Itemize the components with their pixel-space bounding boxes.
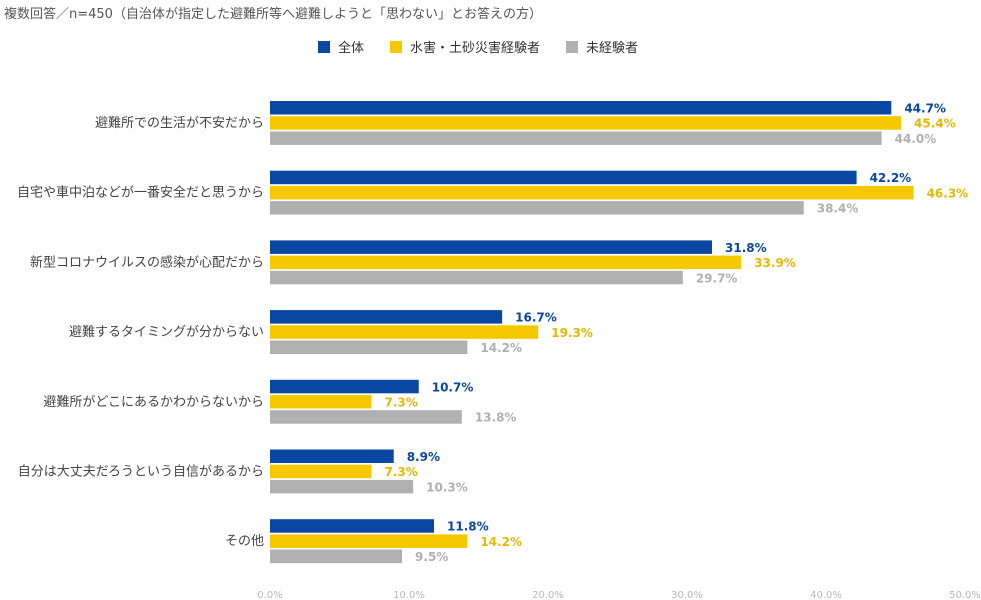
category-label: 自宅や車中泊などが一番安全だと思うから <box>17 185 264 201</box>
bar-all <box>270 449 394 463</box>
data-label-inexperienced: 9.5% <box>415 550 448 564</box>
data-label-all: 31.8% <box>725 241 767 255</box>
category-label: 自分は大丈夫だろうという自信があるから <box>18 464 264 479</box>
x-tick-label: 20.0% <box>532 590 564 600</box>
chart-subtitle: 複数回答／n=450（自治体が指定した避難所等へ避難しようと「思わない」とお答え… <box>4 7 542 22</box>
category-label: 避難するタイミングが分からない <box>69 325 264 340</box>
legend-item-experienced: 水害・土砂災害経験者 <box>390 37 540 56</box>
data-label-all: 10.7% <box>432 380 474 394</box>
bar-all <box>270 240 713 254</box>
legend-label-experienced: 水害・土砂災害経験者 <box>410 41 541 56</box>
data-label-experienced: 7.3% <box>384 465 417 479</box>
category-label: 新型コロナウイルスの感染が心配だから <box>30 254 264 270</box>
data-label-experienced: 7.3% <box>384 396 417 410</box>
x-tick-label: 10.0% <box>393 590 425 600</box>
data-label-all: 16.7% <box>515 311 557 325</box>
data-label-experienced: 46.3% <box>927 186 969 200</box>
bar-inexperienced <box>270 549 403 564</box>
x-tick-label: 0.0% <box>257 590 282 600</box>
bar-experienced <box>270 116 902 130</box>
x-tick-label: 40.0% <box>810 590 842 600</box>
data-label-experienced: 45.4% <box>914 117 956 131</box>
bar-experienced <box>270 534 468 548</box>
bar-inexperienced <box>270 270 683 285</box>
category-label: その他 <box>225 534 264 549</box>
x-tick-label: 50.0% <box>949 590 981 600</box>
bar-all <box>270 170 857 185</box>
legend-label-all: 全体 <box>338 41 365 56</box>
data-label-experienced: 19.3% <box>551 326 593 340</box>
chart-legend: 全体 水害・土砂災害経験者 未経験者 <box>318 37 664 56</box>
data-label-inexperienced: 38.4% <box>817 202 859 216</box>
bar-experienced <box>270 464 372 479</box>
bar-experienced <box>270 325 539 339</box>
data-label-inexperienced: 44.0% <box>895 132 937 146</box>
bar-inexperienced <box>270 410 462 424</box>
bar-experienced <box>270 255 742 270</box>
legend-label-inexperienced: 未経験者 <box>586 41 639 56</box>
legend-swatch-all <box>318 40 330 53</box>
legend-swatch-experienced <box>390 40 403 53</box>
bar-inexperienced <box>270 479 414 494</box>
bar-all <box>270 519 435 533</box>
bar-all <box>270 310 503 324</box>
bar-all <box>270 379 419 394</box>
data-label-all: 11.8% <box>447 520 489 534</box>
bar-experienced <box>270 185 914 200</box>
data-label-all: 8.9% <box>407 450 440 464</box>
legend-item-inexperienced: 未経験者 <box>566 37 638 56</box>
data-label-experienced: 14.2% <box>480 535 522 549</box>
bar-inexperienced <box>270 131 882 145</box>
legend-item-all: 全体 <box>318 37 364 56</box>
x-tick-label: 30.0% <box>671 590 703 600</box>
legend-swatch-inexperienced <box>566 40 579 53</box>
data-label-inexperienced: 29.7% <box>696 271 738 285</box>
data-label-experienced: 33.9% <box>754 256 796 270</box>
category-label: 避難所での生活が不安だから <box>95 116 264 131</box>
bar-inexperienced <box>270 340 468 354</box>
data-label-inexperienced: 13.8% <box>475 411 517 425</box>
data-label-inexperienced: 10.3% <box>426 480 468 494</box>
data-label-all: 42.2% <box>870 171 912 185</box>
bar-inexperienced <box>270 201 804 215</box>
bar-all <box>270 101 892 115</box>
category-label: 避難所がどこにあるかわからないから <box>43 395 264 410</box>
data-label-all: 44.7% <box>904 102 946 116</box>
bar-experienced <box>270 395 372 409</box>
data-label-inexperienced: 14.2% <box>480 341 522 355</box>
